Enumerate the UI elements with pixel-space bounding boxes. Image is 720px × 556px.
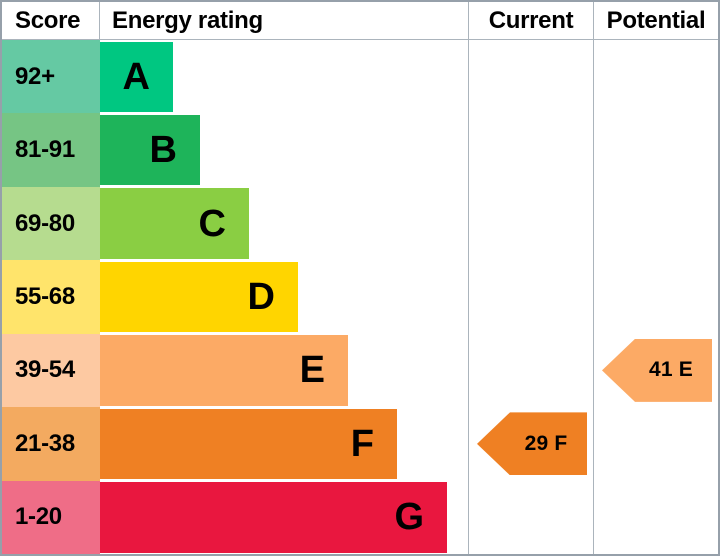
band-letter-e: E <box>299 349 325 392</box>
potential-cell-a <box>593 40 718 114</box>
current-cell-g <box>468 480 593 554</box>
band-letter-f: F <box>350 422 374 465</box>
rating-bar-cell: G <box>100 480 468 554</box>
rating-bar-g: G <box>100 482 447 553</box>
current-cell-c <box>468 186 593 261</box>
rating-bar-cell: F <box>100 407 468 481</box>
score-column-header: Score <box>2 2 100 40</box>
current-cell-a <box>468 40 593 114</box>
score-range-a: 92+ <box>2 40 100 114</box>
current-cell-d <box>468 260 593 334</box>
rating-bar-a: A <box>100 41 173 112</box>
rating-bar-d: D <box>100 261 298 333</box>
potential-rating-arrow: 41 E <box>602 338 712 402</box>
band-letter-c: C <box>198 202 226 245</box>
energy-rating-column-header: Energy rating <box>100 2 468 40</box>
rating-bar-c: C <box>100 188 249 259</box>
current-cell-e <box>468 333 593 408</box>
potential-cell-g <box>593 480 718 554</box>
current-rating-arrow: 29 F <box>477 412 587 476</box>
current-rating-label: 29 F <box>524 431 568 455</box>
potential-rating-label: 41 E <box>649 358 693 382</box>
current-cell-b <box>468 113 593 187</box>
current-cell-f: 29 F <box>468 407 593 481</box>
band-letter-a: A <box>122 55 150 98</box>
rating-bar-cell: E <box>100 333 468 408</box>
rating-bar-cell: D <box>100 260 468 334</box>
current-column-header: Current <box>468 2 593 40</box>
rating-bar-cell: B <box>100 113 468 187</box>
band-letter-g: G <box>394 496 424 539</box>
potential-cell-c <box>593 186 718 261</box>
potential-cell-f <box>593 407 718 481</box>
band-letter-d: D <box>247 275 275 318</box>
score-range-e: 39-54 <box>2 333 100 408</box>
score-range-b: 81-91 <box>2 113 100 187</box>
rating-bar-f: F <box>100 408 397 480</box>
score-range-d: 55-68 <box>2 260 100 334</box>
rating-bar-e: E <box>100 335 348 406</box>
score-range-c: 69-80 <box>2 186 100 261</box>
score-range-f: 21-38 <box>2 407 100 481</box>
potential-cell-d <box>593 260 718 334</box>
rating-bar-cell: A <box>100 40 468 114</box>
score-range-g: 1-20 <box>2 480 100 554</box>
rating-bar-b: B <box>100 114 200 186</box>
rating-bar-cell: C <box>100 186 468 261</box>
band-letter-b: B <box>149 129 177 172</box>
potential-cell-b <box>593 113 718 187</box>
potential-column-header: Potential <box>593 2 718 40</box>
potential-cell-e: 41 E <box>593 333 718 408</box>
